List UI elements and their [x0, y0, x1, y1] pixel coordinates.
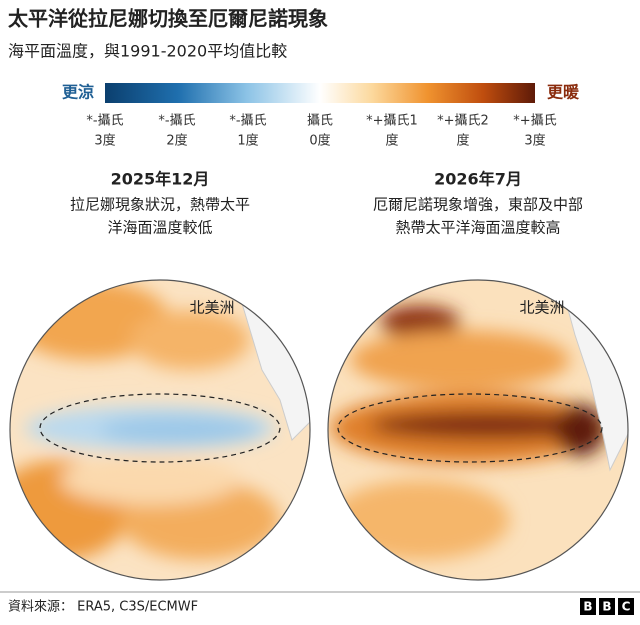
tick-label: 3度 [524, 133, 545, 149]
globe-map [328, 280, 628, 580]
tick-label: *+攝氏2 [437, 113, 489, 129]
equator-region [337, 393, 603, 463]
tick-label: 1度 [237, 133, 258, 149]
tick-label: *-攝氏 [158, 113, 195, 129]
tick-label: 攝氏 [307, 113, 333, 129]
tick-label: *-攝氏 [86, 113, 123, 129]
tick-label: *+攝氏 [513, 113, 556, 129]
scale-ticks: *-攝氏 3度 *-攝氏 2度 *-攝氏 1度 攝氏 0度 *+攝氏1 度 *+… [86, 113, 556, 149]
panel-date: 2025年12月 [111, 170, 210, 189]
tick-label: *+攝氏1 [366, 113, 418, 129]
panel-description: 厄爾尼諾現象增強，東部及中部 [373, 196, 583, 214]
tick-label: 3度 [94, 133, 115, 149]
logo-letter: B [602, 600, 611, 614]
color-scale [105, 83, 535, 103]
tick-label: 度 [456, 133, 469, 149]
logo-letter: C [622, 600, 631, 614]
globe-map [10, 280, 310, 580]
tick-label: 2度 [166, 133, 187, 149]
map-label: 北美洲 [189, 299, 234, 317]
subtitle: 海平面溫度，與1991-2020平均值比較 [8, 42, 287, 61]
equator-region [39, 393, 281, 463]
globe-outline [9, 279, 311, 581]
panel-description: 熱帶太平洋海面溫度較高 [395, 219, 560, 237]
map-label: 北美洲 [519, 299, 564, 317]
title: 太平洋從拉尼娜切換至厄爾尼諾現象 [8, 7, 328, 31]
warm-label: 更暖 [547, 83, 580, 102]
cool-label: 更涼 [62, 83, 94, 102]
tick-label: 0度 [309, 133, 330, 149]
panel-date: 2026年7月 [434, 170, 522, 189]
tick-label: *-攝氏 [229, 113, 266, 129]
globe-outline [327, 279, 629, 581]
source: 資料來源： ERA5, C3S/ECMWF [8, 600, 198, 615]
logo-letter: B [583, 600, 592, 614]
panel-description: 洋海面溫度較低 [107, 219, 212, 237]
tick-label: 度 [385, 133, 398, 149]
panel-description: 拉尼娜現象狀況，熱帶太平 [70, 196, 250, 214]
logo: B B C [580, 598, 634, 615]
